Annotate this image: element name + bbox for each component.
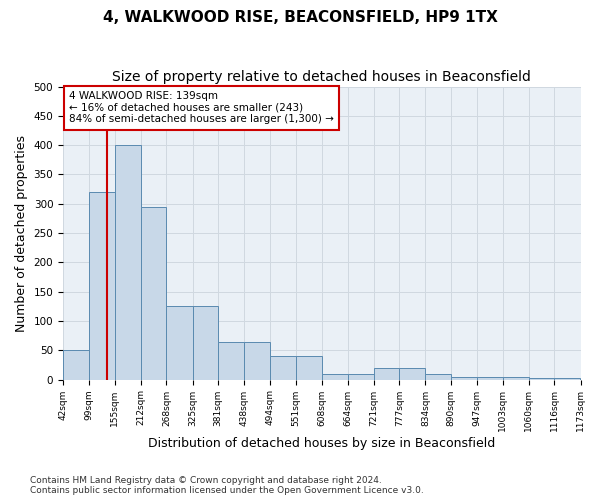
Bar (63, 350, 89, 380)
Bar (244, 342, 270, 380)
Text: 4, WALKWOOD RISE, BEACONSFIELD, HP9 1TX: 4, WALKWOOD RISE, BEACONSFIELD, HP9 1TX (103, 10, 497, 25)
Bar (193, 306, 218, 380)
Bar (503, 376, 529, 380)
Bar (89, 192, 115, 380)
Bar (477, 376, 503, 380)
Bar (451, 376, 477, 380)
Bar (529, 378, 554, 380)
Bar (347, 374, 374, 380)
X-axis label: Distribution of detached houses by size in Beaconsfield: Distribution of detached houses by size … (148, 437, 496, 450)
Title: Size of property relative to detached houses in Beaconsfield: Size of property relative to detached ho… (112, 70, 531, 84)
Bar (296, 356, 322, 380)
Bar (374, 368, 400, 380)
Bar (400, 368, 425, 380)
Bar (322, 374, 347, 380)
Bar (554, 378, 580, 380)
Y-axis label: Number of detached properties: Number of detached properties (15, 134, 28, 332)
Bar (166, 306, 193, 380)
Bar (115, 145, 141, 380)
Text: Contains HM Land Registry data © Crown copyright and database right 2024.
Contai: Contains HM Land Registry data © Crown c… (30, 476, 424, 495)
Bar (218, 342, 244, 380)
Bar (141, 206, 166, 380)
Bar (270, 356, 296, 380)
Text: 4 WALKWOOD RISE: 139sqm
← 16% of detached houses are smaller (243)
84% of semi-d: 4 WALKWOOD RISE: 139sqm ← 16% of detache… (69, 91, 334, 124)
Bar (425, 374, 451, 380)
